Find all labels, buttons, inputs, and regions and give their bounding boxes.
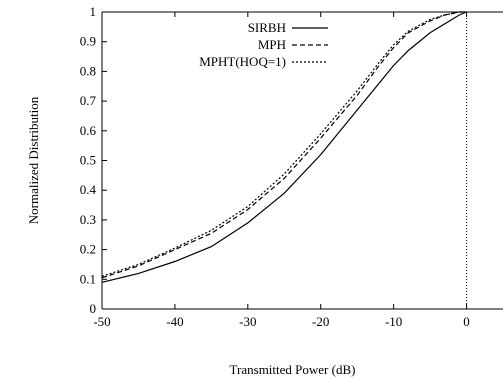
series-line-mph bbox=[101, 11, 467, 279]
series-line-mpht-hoq-1 bbox=[101, 11, 467, 277]
plot-frame bbox=[101, 11, 503, 310]
y-tick-label: 0.2 bbox=[80, 242, 96, 257]
y-tick-label: 0.5 bbox=[80, 153, 96, 168]
y-tick-label: 1 bbox=[90, 4, 97, 19]
y-axis-ticks: 0 0.1 0.2 0.3 0.4 0.5 0.6 0.7 0.8 0.9 1 bbox=[80, 4, 107, 316]
x-tick-label: 0 bbox=[463, 314, 470, 329]
y-axis-label: Normalized Distribution bbox=[26, 96, 41, 224]
y-tick-label: 0.7 bbox=[80, 93, 97, 108]
series-line-sirbh bbox=[101, 11, 467, 283]
legend-label: SIRBH bbox=[248, 20, 286, 35]
y-tick-label: 0.1 bbox=[80, 271, 96, 286]
x-axis-ticks: -50 -40 -30 -20 -10 0 bbox=[93, 12, 470, 329]
legend-label: MPH bbox=[258, 37, 286, 52]
x-axis-label: Transmitted Power (dB) bbox=[230, 362, 356, 377]
legend-label: MPHT(HOQ=1) bbox=[199, 54, 286, 69]
x-tick-label: -30 bbox=[239, 314, 256, 329]
x-tick-label: -40 bbox=[166, 314, 183, 329]
y-tick-label: 0.9 bbox=[80, 34, 96, 49]
y-tick-label: 0.8 bbox=[80, 63, 96, 78]
legend: SIRBH MPH MPHT(HOQ=1) bbox=[199, 20, 328, 69]
series-layer bbox=[101, 11, 467, 283]
y-tick-label: 0.6 bbox=[80, 123, 97, 138]
x-tick-label: -20 bbox=[312, 314, 329, 329]
y-tick-label: 0.4 bbox=[80, 182, 97, 197]
y-tick-label: 0.3 bbox=[80, 212, 96, 227]
x-tick-label: -10 bbox=[385, 314, 402, 329]
y-tick-label: 0 bbox=[90, 301, 97, 316]
x-tick-label: -50 bbox=[93, 314, 110, 329]
